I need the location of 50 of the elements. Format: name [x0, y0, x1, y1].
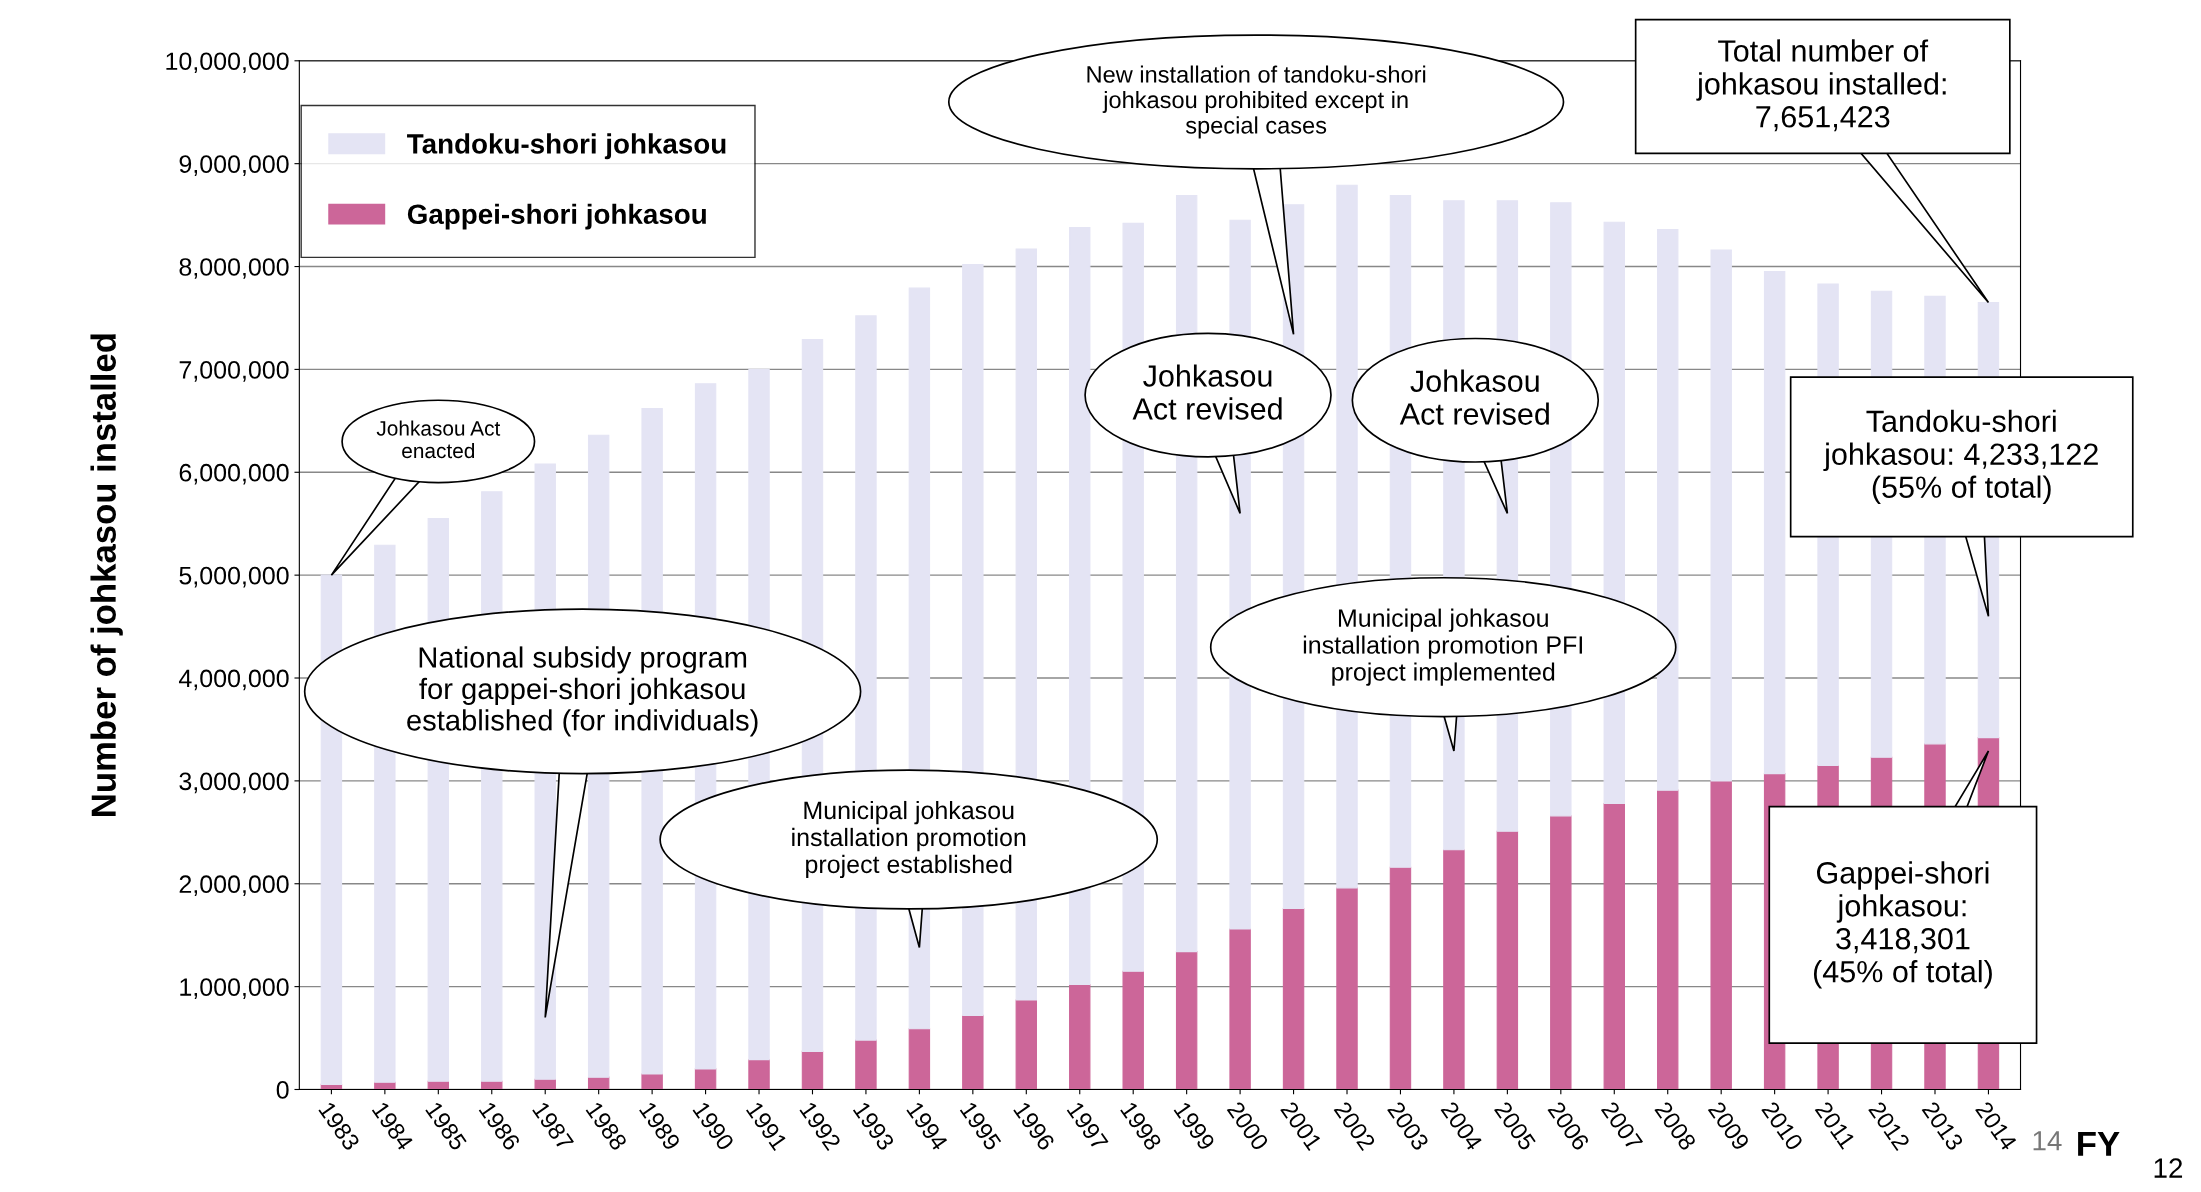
bar — [1069, 984, 1091, 1090]
annotation: National subsidy program for gappei-shori johkasou established (for individuals) — [407, 646, 758, 737]
bar — [1550, 815, 1572, 1090]
legend-label: Tandoku-shori johkasou — [407, 133, 726, 160]
bar — [1603, 802, 1625, 1090]
y-tick-label: 1,000,000 — [180, 978, 289, 999]
y-tick-label: 8,000,000 — [179, 258, 289, 279]
bar — [1763, 271, 1786, 775]
annotation: Johkasou Act revised — [1399, 369, 1549, 425]
y-tick-label: 9,000,000 — [179, 155, 289, 176]
y-tick-label: 6,000,000 — [179, 463, 289, 485]
annotation: Total number of johkasou installed: 7,651,423 — [1696, 39, 1946, 132]
y-tick-label: 5,000,000 — [179, 566, 289, 588]
text: 12 — [2154, 1158, 2183, 1178]
annotation: Johkasou Act revised — [1132, 364, 1282, 420]
y-axis-title: Number of johkasou installed — [90, 334, 123, 816]
bar — [1710, 249, 1732, 782]
text: 14 — [2033, 1131, 2062, 1151]
bar — [1657, 789, 1679, 1090]
y-tick-label: 2,000,000 — [179, 875, 289, 897]
bar — [1282, 907, 1305, 1090]
bar — [641, 1073, 663, 1090]
y-tick-label: 4,000,000 — [178, 669, 289, 691]
y-tick-label: 3,000,000 — [179, 772, 289, 794]
bar — [855, 1039, 877, 1090]
annotation: Municipal johkasou installation promotion PFI project implemented — [1303, 608, 1582, 686]
bar — [908, 1028, 931, 1090]
annotation: Municipal johkasou installation promotion project established — [792, 800, 1026, 879]
y-tick-label: 0 — [276, 1081, 289, 1099]
annotation: Tandoku-shori johkasou: 4,233,122 (55% of total) — [1823, 409, 2098, 504]
bar — [1496, 830, 1519, 1090]
x-axis-title: FY — [2078, 1131, 2120, 1156]
bar — [1389, 866, 1412, 1090]
bar — [801, 1050, 824, 1090]
annotation: Gappei-shori johkasou: 3,418,301 (45% of total) — [1813, 861, 1992, 989]
bar — [962, 1014, 984, 1090]
bar — [1657, 228, 1679, 791]
bar — [1229, 928, 1251, 1090]
annotation: New installation of tandoku-shori johkasou prohibited except in special cases — [1087, 65, 1426, 139]
annotation: Johkasou Act enacted — [376, 420, 501, 459]
bar — [1443, 849, 1465, 1090]
bar — [1336, 887, 1358, 1090]
bar — [1122, 970, 1144, 1090]
y-tick-label: 7,000,000 — [179, 361, 289, 382]
y-tick-label: 10,000,000 — [166, 52, 289, 74]
bar — [748, 1059, 770, 1090]
bar — [1710, 780, 1732, 1090]
bar — [1175, 951, 1198, 1090]
legend-label: Gappei-shori johkasou — [407, 203, 706, 230]
bar — [1015, 999, 1038, 1090]
